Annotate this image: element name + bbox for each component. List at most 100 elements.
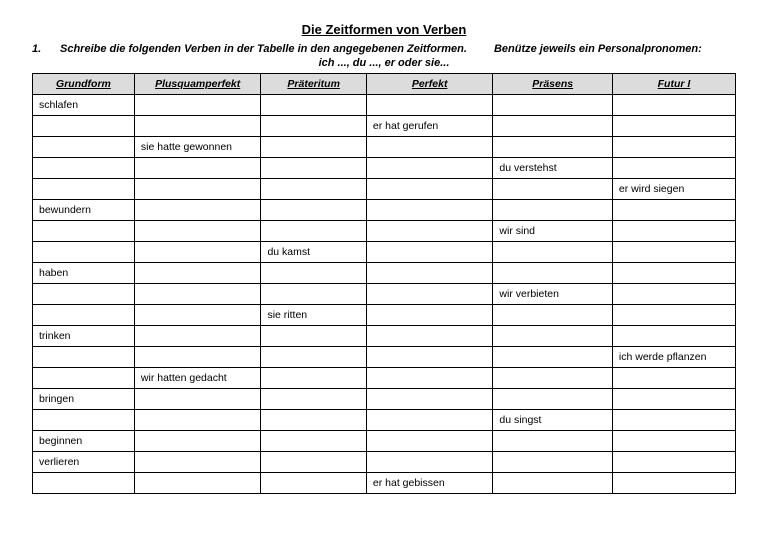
table-row: schlafen <box>33 95 736 116</box>
table-cell <box>33 410 135 431</box>
table-row: wir hatten gedacht <box>33 368 736 389</box>
table-cell <box>493 200 613 221</box>
table-cell <box>493 242 613 263</box>
task-text: Schreibe die folgenden Verben in der Tab… <box>60 43 736 55</box>
table-cell: sie hatte gewonnen <box>134 137 261 158</box>
table-cell <box>261 200 366 221</box>
table-cell <box>493 368 613 389</box>
table-cell: wir sind <box>493 221 613 242</box>
table-cell: sie ritten <box>261 305 366 326</box>
table-cell <box>493 431 613 452</box>
table-cell: bewundern <box>33 200 135 221</box>
table-cell <box>261 263 366 284</box>
table-cell <box>366 284 493 305</box>
table-cell <box>612 95 735 116</box>
worksheet-title: Die Zeitformen von Verben <box>32 22 736 37</box>
table-row: wir sind <box>33 221 736 242</box>
table-cell <box>261 116 366 137</box>
table-cell <box>493 95 613 116</box>
table-cell <box>261 452 366 473</box>
table-cell <box>261 347 366 368</box>
table-cell <box>33 473 135 494</box>
table-cell <box>493 473 613 494</box>
table-cell <box>261 221 366 242</box>
table-cell <box>612 284 735 305</box>
table-cell <box>612 242 735 263</box>
table-cell: ich werde pflanzen <box>612 347 735 368</box>
table-cell <box>493 263 613 284</box>
table-cell <box>366 158 493 179</box>
table-cell <box>261 179 366 200</box>
table-cell <box>612 116 735 137</box>
table-cell: beginnen <box>33 431 135 452</box>
table-cell <box>366 347 493 368</box>
table-cell <box>134 305 261 326</box>
table-row: er wird siegen <box>33 179 736 200</box>
col-praeteritum: Präteritum <box>261 74 366 95</box>
table-cell <box>493 452 613 473</box>
table-cell: er wird siegen <box>612 179 735 200</box>
table-cell <box>612 473 735 494</box>
col-futur1: Futur I <box>612 74 735 95</box>
verb-tense-table: Grundform Plusquamperfekt Präteritum Per… <box>32 73 736 494</box>
table-cell <box>366 452 493 473</box>
table-cell <box>134 263 261 284</box>
col-praesens: Präsens <box>493 74 613 95</box>
table-cell <box>134 158 261 179</box>
table-cell <box>261 95 366 116</box>
table-cell: wir verbieten <box>493 284 613 305</box>
table-row: beginnen <box>33 431 736 452</box>
table-cell <box>134 410 261 431</box>
table-cell <box>134 116 261 137</box>
table-cell <box>33 284 135 305</box>
table-cell <box>493 326 613 347</box>
table-row: wir verbieten <box>33 284 736 305</box>
table-cell <box>612 326 735 347</box>
table-cell <box>134 242 261 263</box>
table-cell <box>366 263 493 284</box>
table-cell <box>612 305 735 326</box>
table-cell <box>612 158 735 179</box>
table-cell <box>366 137 493 158</box>
table-cell <box>261 368 366 389</box>
table-cell: du kamst <box>261 242 366 263</box>
table-row: er hat gebissen <box>33 473 736 494</box>
table-row: sie hatte gewonnen <box>33 137 736 158</box>
table-cell <box>493 305 613 326</box>
table-cell <box>612 263 735 284</box>
table-cell <box>612 200 735 221</box>
table-cell <box>134 95 261 116</box>
table-cell <box>33 368 135 389</box>
table-cell <box>33 305 135 326</box>
instruction-part1: Schreibe die folgenden Verben in der Tab… <box>60 43 467 55</box>
table-cell <box>134 473 261 494</box>
table-cell: du singst <box>493 410 613 431</box>
table-row: sie ritten <box>33 305 736 326</box>
table-cell <box>33 242 135 263</box>
table-cell <box>493 179 613 200</box>
table-row: haben <box>33 263 736 284</box>
table-row: du verstehst <box>33 158 736 179</box>
table-cell: wir hatten gedacht <box>134 368 261 389</box>
col-perfekt: Perfekt <box>366 74 493 95</box>
table-cell: trinken <box>33 326 135 347</box>
table-cell <box>134 221 261 242</box>
table-cell <box>612 452 735 473</box>
table-cell <box>33 137 135 158</box>
table-cell: verlieren <box>33 452 135 473</box>
table-cell <box>366 368 493 389</box>
table-row: verlieren <box>33 452 736 473</box>
table-row: ich werde pflanzen <box>33 347 736 368</box>
table-cell <box>612 368 735 389</box>
table-cell <box>261 158 366 179</box>
table-cell <box>261 137 366 158</box>
table-cell <box>612 221 735 242</box>
table-row: er hat gerufen <box>33 116 736 137</box>
table-cell <box>366 389 493 410</box>
table-cell <box>33 116 135 137</box>
table-cell <box>134 347 261 368</box>
table-cell <box>493 347 613 368</box>
table-cell <box>33 158 135 179</box>
table-cell <box>366 221 493 242</box>
table-row: bringen <box>33 389 736 410</box>
